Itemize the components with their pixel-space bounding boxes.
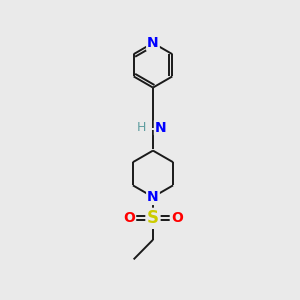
Text: S: S	[147, 209, 159, 227]
Text: N: N	[154, 121, 166, 135]
Text: N: N	[147, 36, 159, 50]
Text: O: O	[123, 212, 135, 225]
Text: O: O	[171, 212, 183, 225]
Text: N: N	[147, 190, 159, 204]
Text: H: H	[137, 121, 146, 134]
